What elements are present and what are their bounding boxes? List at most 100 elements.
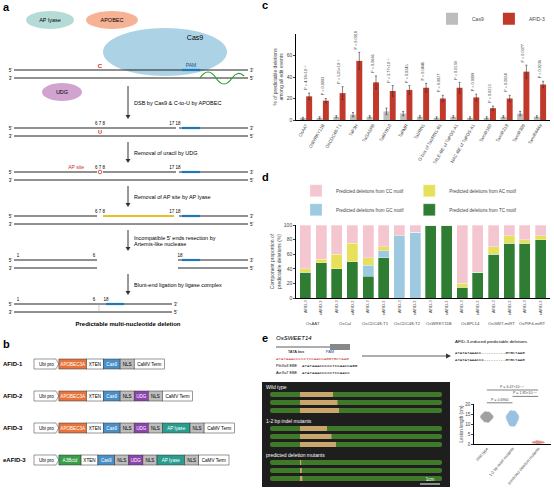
svg-text:eAFID-3: eAFID-3 [3,457,26,463]
svg-text:NLS: NLS [117,458,126,463]
svg-text:1: 1 [17,297,20,302]
svg-text:Cas9: Cas9 [106,362,117,367]
svg-text:Removal of AP site by AP lyase: Removal of AP site by AP lyase [134,194,211,200]
svg-text:NLS: NLS [151,426,160,431]
svg-text:P = 0.0236: P = 0.0236 [538,60,542,78]
svg-text:AFID-3: AFID-3 [491,300,496,313]
svg-text:0: 0 [289,117,292,123]
svg-text:TaVRN1: TaVRN1 [413,123,426,140]
svg-text:eAFID-3: eAFID-3 [475,300,480,316]
svg-text:NLS: NLS [187,458,196,463]
svg-text:TamiR444a: TamiR444a [527,123,543,146]
svg-text:6 7 8: 6 7 8 [95,209,106,214]
svg-text:6 7 8: 6 7 8 [95,165,106,170]
svg-text:20: 20 [287,280,293,286]
svg-text:Predictable multi-nucleotide d: Predictable multi-nucleotide deletion [75,321,180,327]
svg-text:3': 3' [9,134,13,139]
svg-text:Lesion length (cm): Lesion length (cm) [459,405,464,443]
svg-text:P = 0.0024: P = 0.0024 [504,73,508,91]
svg-text:1-2 bp indel mutants: 1-2 bp indel mutants [266,418,312,424]
svg-text:5': 5' [9,302,13,307]
svg-text:eAFID-3: eAFID-3 [381,300,386,316]
svg-text:TaF3H: TaF3H [348,123,359,137]
svg-text:OsWRKY11B: OsWRKY11B [426,321,452,326]
svg-text:P = 0.0003: P = 0.0003 [321,77,325,95]
svg-text:XTEN: XTEN [89,394,101,399]
svg-text:OsWRKY11B: OsWRKY11B [308,123,326,149]
svg-text:b: b [3,338,10,350]
svg-text:P = 0.0027: P = 0.0027 [437,74,441,92]
svg-text:Cas9: Cas9 [101,458,112,463]
svg-text:5': 5' [9,170,13,175]
svg-text:e: e [262,332,268,344]
svg-text:P = 5.05×10⁻⁵: P = 5.05×10⁻⁵ [337,59,341,84]
svg-text:Predicted deletions from AC mo: Predicted deletions from AC motif [449,189,517,194]
svg-text:AFID-3: AFID-3 [303,300,308,313]
svg-text:AFID-3: AFID-3 [522,300,527,313]
svg-text:3': 3' [250,214,254,219]
svg-text:P = 4.38×10⁻⁵: P = 4.38×10⁻⁵ [304,65,308,90]
svg-text:TamiR219: TamiR219 [495,123,510,143]
svg-text:AP lyase: AP lyase [162,458,180,463]
svg-text:eAFID-3: eAFID-3 [350,300,355,316]
svg-text:predicted deletion mutants: predicted deletion mutants [266,452,325,458]
svg-text:OsPIF4-miRT: OsPIF4-miRT [519,321,546,326]
svg-text:AFID-3: AFID-3 [3,425,23,431]
svg-text:TaGASR6: TaGASR6 [361,123,376,143]
svg-text:AFID-3: AFID-3 [334,300,339,313]
svg-text:APOBEC3A: APOBEC3A [60,426,86,431]
svg-text:OsAAT: OsAAT [297,123,309,138]
svg-text:5': 5' [9,126,13,131]
svg-text:OsGW7-miRT: OsGW7-miRT [488,321,515,326]
svg-text:P = 0.0009: P = 0.0009 [471,73,475,91]
svg-text:3': 3' [9,178,13,183]
svg-text:AFID-3-induced predictable del: AFID-3-induced predictable deletions [455,339,528,344]
svg-text:APOBEC3A: APOBEC3A [60,394,86,399]
svg-text:TamiR396: TamiR396 [512,123,527,143]
svg-text:Wild type: Wild type [266,384,287,390]
svg-text:5': 5' [9,68,13,73]
svg-text:Incompatible 5' ends resection: Incompatible 5' ends resection by [134,235,216,241]
svg-text:P = 0.0666: P = 0.0666 [371,54,375,72]
svg-text:eAFID-3: eAFID-3 [507,300,512,316]
svg-text:AFID-1: AFID-1 [3,361,23,367]
svg-text:Ubi pro: Ubi pro [39,394,54,399]
svg-text:6: 6 [93,253,96,258]
svg-text:APOBEC: APOBEC [101,17,124,23]
svg-text:NLS: NLS [193,426,202,431]
svg-text:17 18: 17 18 [169,121,181,126]
svg-text:3': 3' [9,266,13,271]
svg-text:P = 0.0245: P = 0.0245 [405,64,409,82]
svg-text:ATATAAACCCCCTCCAACCAGG: ATATAAACCCCCTCCAACCAGG [302,364,358,368]
svg-text:AP lyase: AP lyase [39,17,61,23]
svg-text:Artemis-like nuclease: Artemis-like nuclease [134,241,186,247]
svg-text:Predicted deletions from CC mo: Predicted deletions from CC motif [336,189,404,194]
svg-text:Blunt-end ligation by ligase c: Blunt-end ligation by ligase complex [134,282,222,288]
svg-text:CaMV Term: CaMV Term [137,362,161,367]
svg-text:PAM: PAM [186,62,196,68]
svg-text:ATATAAACCCCCTCCAACC: ATATAAACCCCCTCCAACC [302,371,350,375]
svg-text:P = 0.0213: P = 0.0213 [488,84,492,102]
svg-text:3': 3' [9,76,13,81]
svg-text:OsCDC48-T1: OsCDC48-T1 [324,123,342,150]
svg-text:TATA box: TATA box [288,349,305,354]
svg-text:Cas9: Cas9 [187,34,203,41]
svg-text:5': 5' [250,178,254,183]
svg-text:PthXo3 EBE: PthXo3 EBE [276,364,298,368]
svg-text:0: 0 [468,442,471,447]
svg-text:NLS: NLS [123,426,132,431]
svg-text:20: 20 [465,402,471,407]
svg-text:eAFID-3: eAFID-3 [538,300,543,316]
svg-text:XTEN: XTEN [89,362,101,367]
svg-text:5': 5' [9,258,13,263]
svg-text:18: 18 [103,297,109,302]
svg-text:U: U [98,129,102,135]
svg-text:CaMV Term: CaMV Term [165,394,189,399]
svg-text:OsAAT: OsAAT [306,321,320,326]
svg-text:ATATATAAACC----------GTGCTAAG: ATATATAAACC----------GTGCTAAG [455,351,525,355]
svg-text:5': 5' [250,222,254,227]
svg-text:P = 0.0139: P = 0.0139 [454,61,458,79]
svg-text:1cm: 1cm [426,477,435,482]
svg-text:1-2 bp indel mutants: 1-2 bp indel mutants [488,446,515,477]
svg-text:NLS: NLS [123,362,132,367]
